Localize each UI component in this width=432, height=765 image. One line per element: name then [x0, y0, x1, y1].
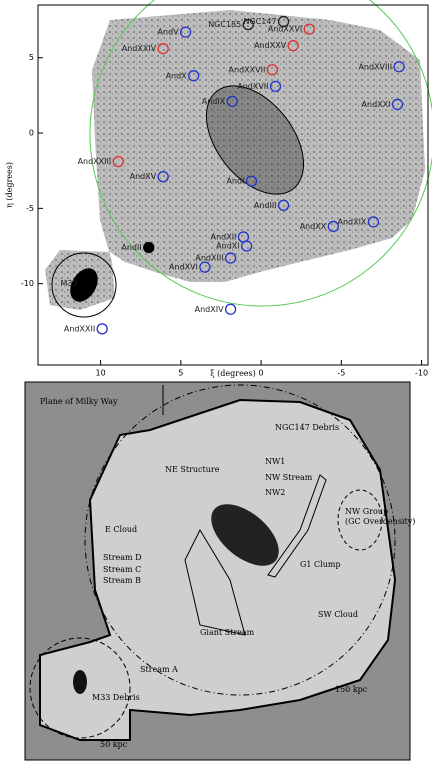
galaxy-label: AndI	[226, 177, 244, 186]
galaxy-label: AndX	[166, 71, 188, 80]
galaxy-marker	[143, 241, 155, 254]
galaxy-label: AndXXI	[362, 100, 391, 109]
plot-frame	[37, 4, 429, 366]
galaxy-marker	[96, 323, 108, 335]
x-tick-label: 5	[178, 369, 183, 378]
galaxy-label: AndV	[158, 28, 180, 37]
galaxy-label: AndXIII	[195, 254, 223, 263]
y-tick-label: 0	[29, 129, 34, 138]
m31-disc	[205, 85, 305, 195]
diagram-label: Stream B	[103, 576, 141, 585]
diagram-label: NW Stream	[265, 473, 313, 482]
galaxy-marker	[112, 156, 124, 168]
galaxy-label: AndXXVII	[229, 65, 266, 74]
survey-footprint	[39, 398, 397, 741]
galaxy-marker	[327, 220, 339, 233]
galaxy-label: AndXVI	[169, 263, 198, 272]
diagram-label: E Cloud	[105, 525, 137, 534]
galaxy-marker	[303, 23, 315, 35]
x-tick-label: 0	[259, 369, 264, 378]
galaxy-label: AndXXVI	[268, 25, 302, 34]
y-tick-label: -5	[26, 204, 34, 213]
x-axis-label: ξ (degrees)	[210, 369, 256, 378]
galaxy-label: AndXIX	[337, 217, 366, 226]
stream-diagram: Plane of Milky Way NGC147 Debris NE Struct…	[24, 381, 415, 761]
diagram-label: M33 Debris	[92, 693, 140, 702]
diagram-label: 150 kpc	[335, 685, 368, 694]
nw-group	[337, 489, 383, 551]
galaxy-marker	[180, 26, 192, 38]
galaxy-marker	[199, 261, 211, 273]
galaxy-marker	[266, 64, 278, 76]
diagram-label: (GC Overdensity)	[345, 517, 415, 526]
galaxy-label: AndXXIII	[78, 157, 112, 166]
diagram-label: NW Group	[345, 507, 388, 516]
galaxy-marker	[277, 15, 290, 28]
survey-footprint	[45, 10, 425, 310]
galaxy-label: AndXXII	[64, 324, 95, 333]
galaxy-label: M33	[60, 279, 77, 288]
diagram-label: Plane of Milky Way	[40, 397, 118, 406]
galaxy-marker	[226, 95, 238, 108]
galaxy-marker	[277, 199, 290, 211]
galaxy-label: AndXXIV	[122, 44, 157, 53]
y-tick-label: -10	[21, 279, 34, 288]
galaxy-marker	[391, 98, 404, 111]
m33-ring	[51, 252, 117, 318]
galaxy-label: AndIX	[202, 97, 226, 106]
galaxy-label: AndXIV	[195, 305, 224, 314]
galaxy-marker	[188, 70, 200, 82]
x-tick-label: -10	[415, 369, 428, 378]
galaxy-label: AndXII	[211, 232, 237, 241]
galaxy-label: AndIII	[254, 201, 277, 210]
galaxy-marker	[393, 61, 405, 73]
m31-core	[211, 504, 279, 566]
galaxy-label: AndXV	[130, 172, 157, 181]
galaxy-label: AndXVII	[237, 82, 268, 91]
diagram-label: Stream D	[103, 553, 142, 562]
diagram-label: NW1	[265, 457, 285, 466]
galaxy-marker	[287, 40, 299, 52]
m33-circle	[29, 637, 131, 739]
sky-map: ξ (degrees) η (degrees) 10 5 0 -5 -10 5 0 -5 -10…	[5, 0, 432, 378]
diagram-label: 50 kpc	[100, 740, 128, 749]
y-tick-label: 5	[29, 53, 34, 62]
nw-stream	[267, 474, 327, 578]
galaxy-marker	[240, 240, 253, 252]
diagram-label: Stream A	[140, 665, 178, 674]
galaxy-marker	[242, 18, 254, 31]
m33-core	[73, 670, 87, 694]
y-axis-label: η (degrees)	[5, 162, 14, 208]
galaxy-marker	[245, 175, 258, 187]
x-tick-label: -5	[337, 369, 345, 378]
galaxy-marker	[78, 278, 91, 290]
diagram-label: Stream C	[103, 565, 141, 574]
diagram-label: NW2	[265, 488, 285, 497]
diagram-label: Giant Stream	[200, 628, 255, 637]
diagram-label: G1 Clump	[300, 560, 341, 569]
galaxy-marker	[367, 216, 380, 228]
diagram-label: SW Cloud	[318, 610, 358, 619]
galaxy-label: AndII	[121, 243, 141, 252]
halo-circle	[84, 384, 396, 696]
galaxy-marker	[157, 171, 169, 183]
galaxy-label: AndXI	[216, 242, 239, 251]
galaxy-label: AndXX	[300, 222, 327, 231]
galaxy-marker	[269, 80, 282, 92]
diagram-label: NE Structure	[165, 465, 220, 474]
galaxy-marker	[224, 303, 237, 315]
galaxy-label: NGC185	[208, 20, 241, 29]
galaxy-marker	[224, 252, 237, 264]
halo-boundary	[89, 0, 432, 307]
x-tick-label: 10	[95, 369, 105, 378]
galaxy-label: AndXVIII	[358, 62, 392, 71]
galaxy-label: AndXXV	[254, 41, 287, 50]
diagram-label: NGC147 Debris	[275, 423, 339, 432]
galaxy-label: NGC147	[244, 17, 277, 26]
giant-stream	[184, 528, 246, 636]
galaxy-marker	[157, 43, 169, 55]
